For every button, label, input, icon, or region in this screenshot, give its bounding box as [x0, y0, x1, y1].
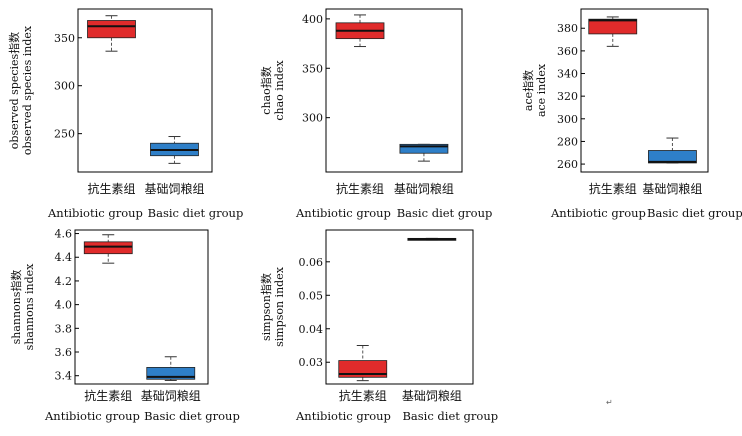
x-category-label-en: Antibiotic group: [47, 206, 143, 220]
y-tick-label: 0.03: [299, 356, 324, 369]
chart-simpson: 0.03 0.04 0.05 0.06 抗生素组 基础饲粮组 Antibiotic grou…: [259, 229, 498, 423]
y-tick-label: 3.8: [55, 322, 73, 335]
x-category-label-en: Basic diet group: [402, 409, 498, 423]
box-basic-diet: [648, 150, 697, 164]
x-category-label: 抗生素组: [87, 181, 135, 196]
y-axis-label-cn: observed species指数: [7, 32, 21, 149]
y-tick-label: 300: [54, 80, 75, 93]
box-antibiotic: [87, 20, 136, 39]
x-category-label: 抗生素组: [84, 388, 132, 403]
plot-frame: [325, 229, 474, 385]
y-tick-label: 300: [302, 112, 323, 125]
x-category-label-en: Antibiotic group: [550, 206, 646, 220]
y-tick-label: 300: [557, 113, 578, 126]
y-axis-label-cn: simpson指数: [259, 273, 273, 341]
y-tick-label: 4.0: [55, 299, 73, 312]
y-tick-label: 360: [557, 45, 578, 58]
y-tick-label: 250: [54, 128, 75, 141]
x-category-label: 抗生素组: [589, 181, 637, 196]
y-tick-label: 0.05: [299, 289, 324, 302]
x-category-label-en: Antibiotic group: [295, 206, 391, 220]
plot-frame: [77, 8, 213, 173]
box-antibiotic: [83, 241, 133, 255]
plot-frame: [74, 229, 209, 385]
x-category-label-en: Basic diet group: [397, 206, 493, 220]
y-tick-label: 4.2: [55, 275, 73, 288]
plot-frame: [325, 8, 463, 173]
x-category-label-en: Basic diet group: [144, 409, 240, 423]
box-basic-diet: [399, 143, 449, 154]
y-tick-label: 3.4: [55, 370, 73, 383]
box-basic-diet: [146, 367, 196, 380]
chart-ace: 260 280 300 320 340 360 380 抗生素组 基础饲粮组 Antibiotic…: [521, 8, 742, 220]
y-axis-label: chao指数 chao index: [259, 60, 286, 121]
box-antibiotic: [588, 18, 638, 35]
y-tick-label: 4.6: [55, 228, 73, 241]
x-category-label: 抗生素组: [336, 181, 384, 196]
y-axis-label-en: ace index: [535, 63, 548, 117]
x-category-label-en: Antibiotic group: [295, 409, 391, 423]
y-axis-label-en: simpson index: [273, 266, 286, 347]
x-category-label-en: Antibiotic group: [44, 409, 140, 423]
plot-frame: [580, 8, 709, 173]
y-axis-label-en: observed species index: [21, 25, 34, 155]
chart-shannons: 3.4 3.6 3.8 4.0 4.2 4.4 4.6 抗生素组 基础饲粮组Antibiotic…: [9, 228, 240, 423]
x-category-label: 基础饲粮组: [642, 181, 702, 196]
y-tick-label: 260: [557, 158, 578, 171]
y-axis-label: ace指数 ace index: [521, 63, 548, 117]
y-tick-label: 320: [557, 90, 578, 103]
y-tick-label: 340: [557, 68, 578, 81]
x-category-label: 基础饲粮组: [402, 388, 462, 403]
y-axis-label: simpson指数 simpson index: [259, 266, 286, 347]
y-tick-label: 0.04: [299, 323, 324, 336]
y-tick-label: 280: [557, 135, 578, 148]
y-tick-label: 3.6: [55, 346, 73, 359]
x-category-label-en: Basic diet group: [148, 206, 244, 220]
y-tick-label: 0.06: [299, 256, 324, 269]
y-axis-label-cn: chao指数: [259, 66, 273, 114]
return-mark-icon: ↵: [606, 398, 613, 407]
y-axis-label: shannons指数 shannons index: [9, 263, 36, 350]
y-tick-label: 380: [557, 22, 578, 35]
y-tick-label: 4.4: [55, 251, 73, 264]
y-tick-label: 350: [302, 62, 323, 75]
y-axis-label-cn: ace指数: [521, 70, 535, 111]
x-category-label: 抗生素组: [339, 388, 387, 403]
y-axis-label-en: chao index: [273, 60, 286, 121]
y-tick-label: 350: [54, 32, 75, 45]
y-axis-label-en: shannons index: [23, 263, 36, 350]
x-category-label: 基础饲粮组: [141, 388, 201, 403]
y-axis-label: observed species指数 observed species index: [7, 25, 34, 155]
x-category-label: 基础饲粮组: [144, 181, 204, 196]
x-category-label: 基础饲粮组: [394, 181, 454, 196]
x-category-label-en: Basic diet group: [647, 206, 742, 220]
y-tick-label: 400: [302, 13, 323, 26]
y-axis-label-cn: shannons指数: [9, 270, 23, 345]
